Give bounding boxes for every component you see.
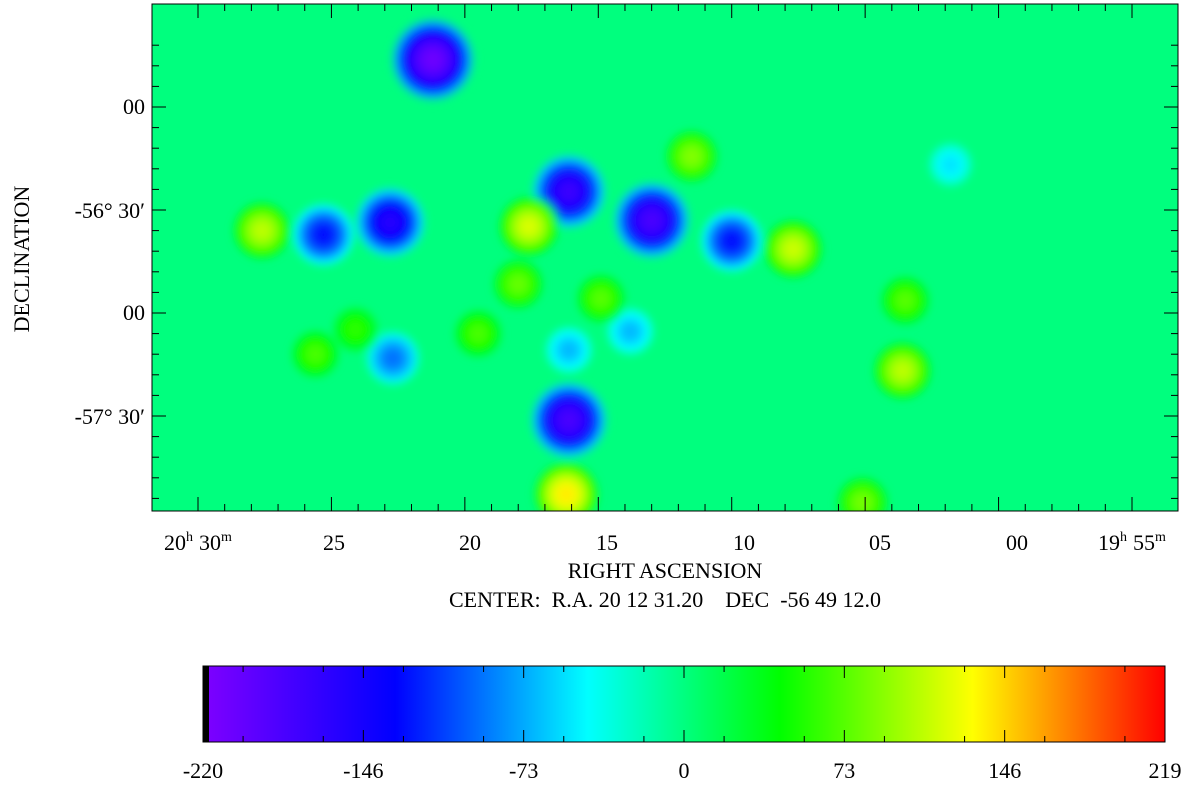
cold-spot [925,139,976,190]
hot-spot [229,198,295,263]
x-tick-label: 00 [1006,530,1028,555]
hot-spot [760,216,827,283]
x-tick-label: 05 [869,530,891,555]
y-tick-label: -57° 30′ [75,404,145,429]
cold-spot [541,323,597,378]
hot-spot [489,255,547,313]
x-tick-label: 19h 55m [1098,530,1166,555]
y-tick-label: 00 [123,300,145,325]
y-axis-label: DECLINATION [9,186,34,333]
cold-spot [387,14,479,105]
heatmap-map [151,3,1179,512]
x-tick-label: 20 [459,530,481,555]
hot-spot [573,270,629,327]
hot-spot [662,126,722,187]
colorbar-tick-label: 0 [679,758,690,783]
colorbar: -220 -146 -73 0 73 146 219 [183,665,1182,783]
blob-layer [229,14,976,511]
hot-spot [833,473,892,511]
y-axis: 00 -56° 30′ 00 -57° 30′ DECLINATION [9,94,145,429]
colorbar-tick-label: 73 [833,758,855,783]
x-tick-label: 20h 30m [164,530,232,555]
cold-spot [351,183,429,262]
colorbar-gradient [203,666,1165,742]
hot-spot [870,338,935,404]
colorbar-tick-label: -146 [343,758,383,783]
x-axis: 20h 30m 25 20 15 10 05 00 19h 55m RIGHT AS… [164,530,1166,612]
colorbar-tick-label: -220 [183,758,223,783]
cold-spot [288,199,359,270]
cold-spot [526,378,611,463]
x-tick-label: 25 [323,530,345,555]
x-tick-label: 10 [733,530,755,555]
hot-spot [877,272,933,329]
x-axis-label: RIGHT ASCENSION [568,558,763,583]
map-frame [151,3,1179,512]
colorbar-tick-label: 219 [1149,758,1182,783]
center-caption: CENTER: R.A. 20 12 31.20 DEC -56 49 12.0 [449,587,881,612]
hot-spot [288,327,343,382]
cold-spot [609,178,694,263]
colorbar-labels: -220 -146 -73 0 73 146 219 [183,758,1182,783]
y-tick-label: 00 [123,94,145,119]
y-tick-label: -56° 30′ [75,198,145,223]
x-tick-label: 15 [596,530,618,555]
map-ticks [152,4,1178,511]
colorbar-tick-label: 146 [988,758,1021,783]
cold-spot [696,206,767,276]
colorbar-min-edge [203,666,209,742]
hot-spot [451,306,506,361]
hot-spot [329,303,382,356]
colorbar-ticks [202,666,1166,742]
hot-spot [495,192,563,261]
hot-spot [530,458,603,511]
cold-spot [362,327,424,389]
colorbar-tick-label: -73 [509,758,538,783]
